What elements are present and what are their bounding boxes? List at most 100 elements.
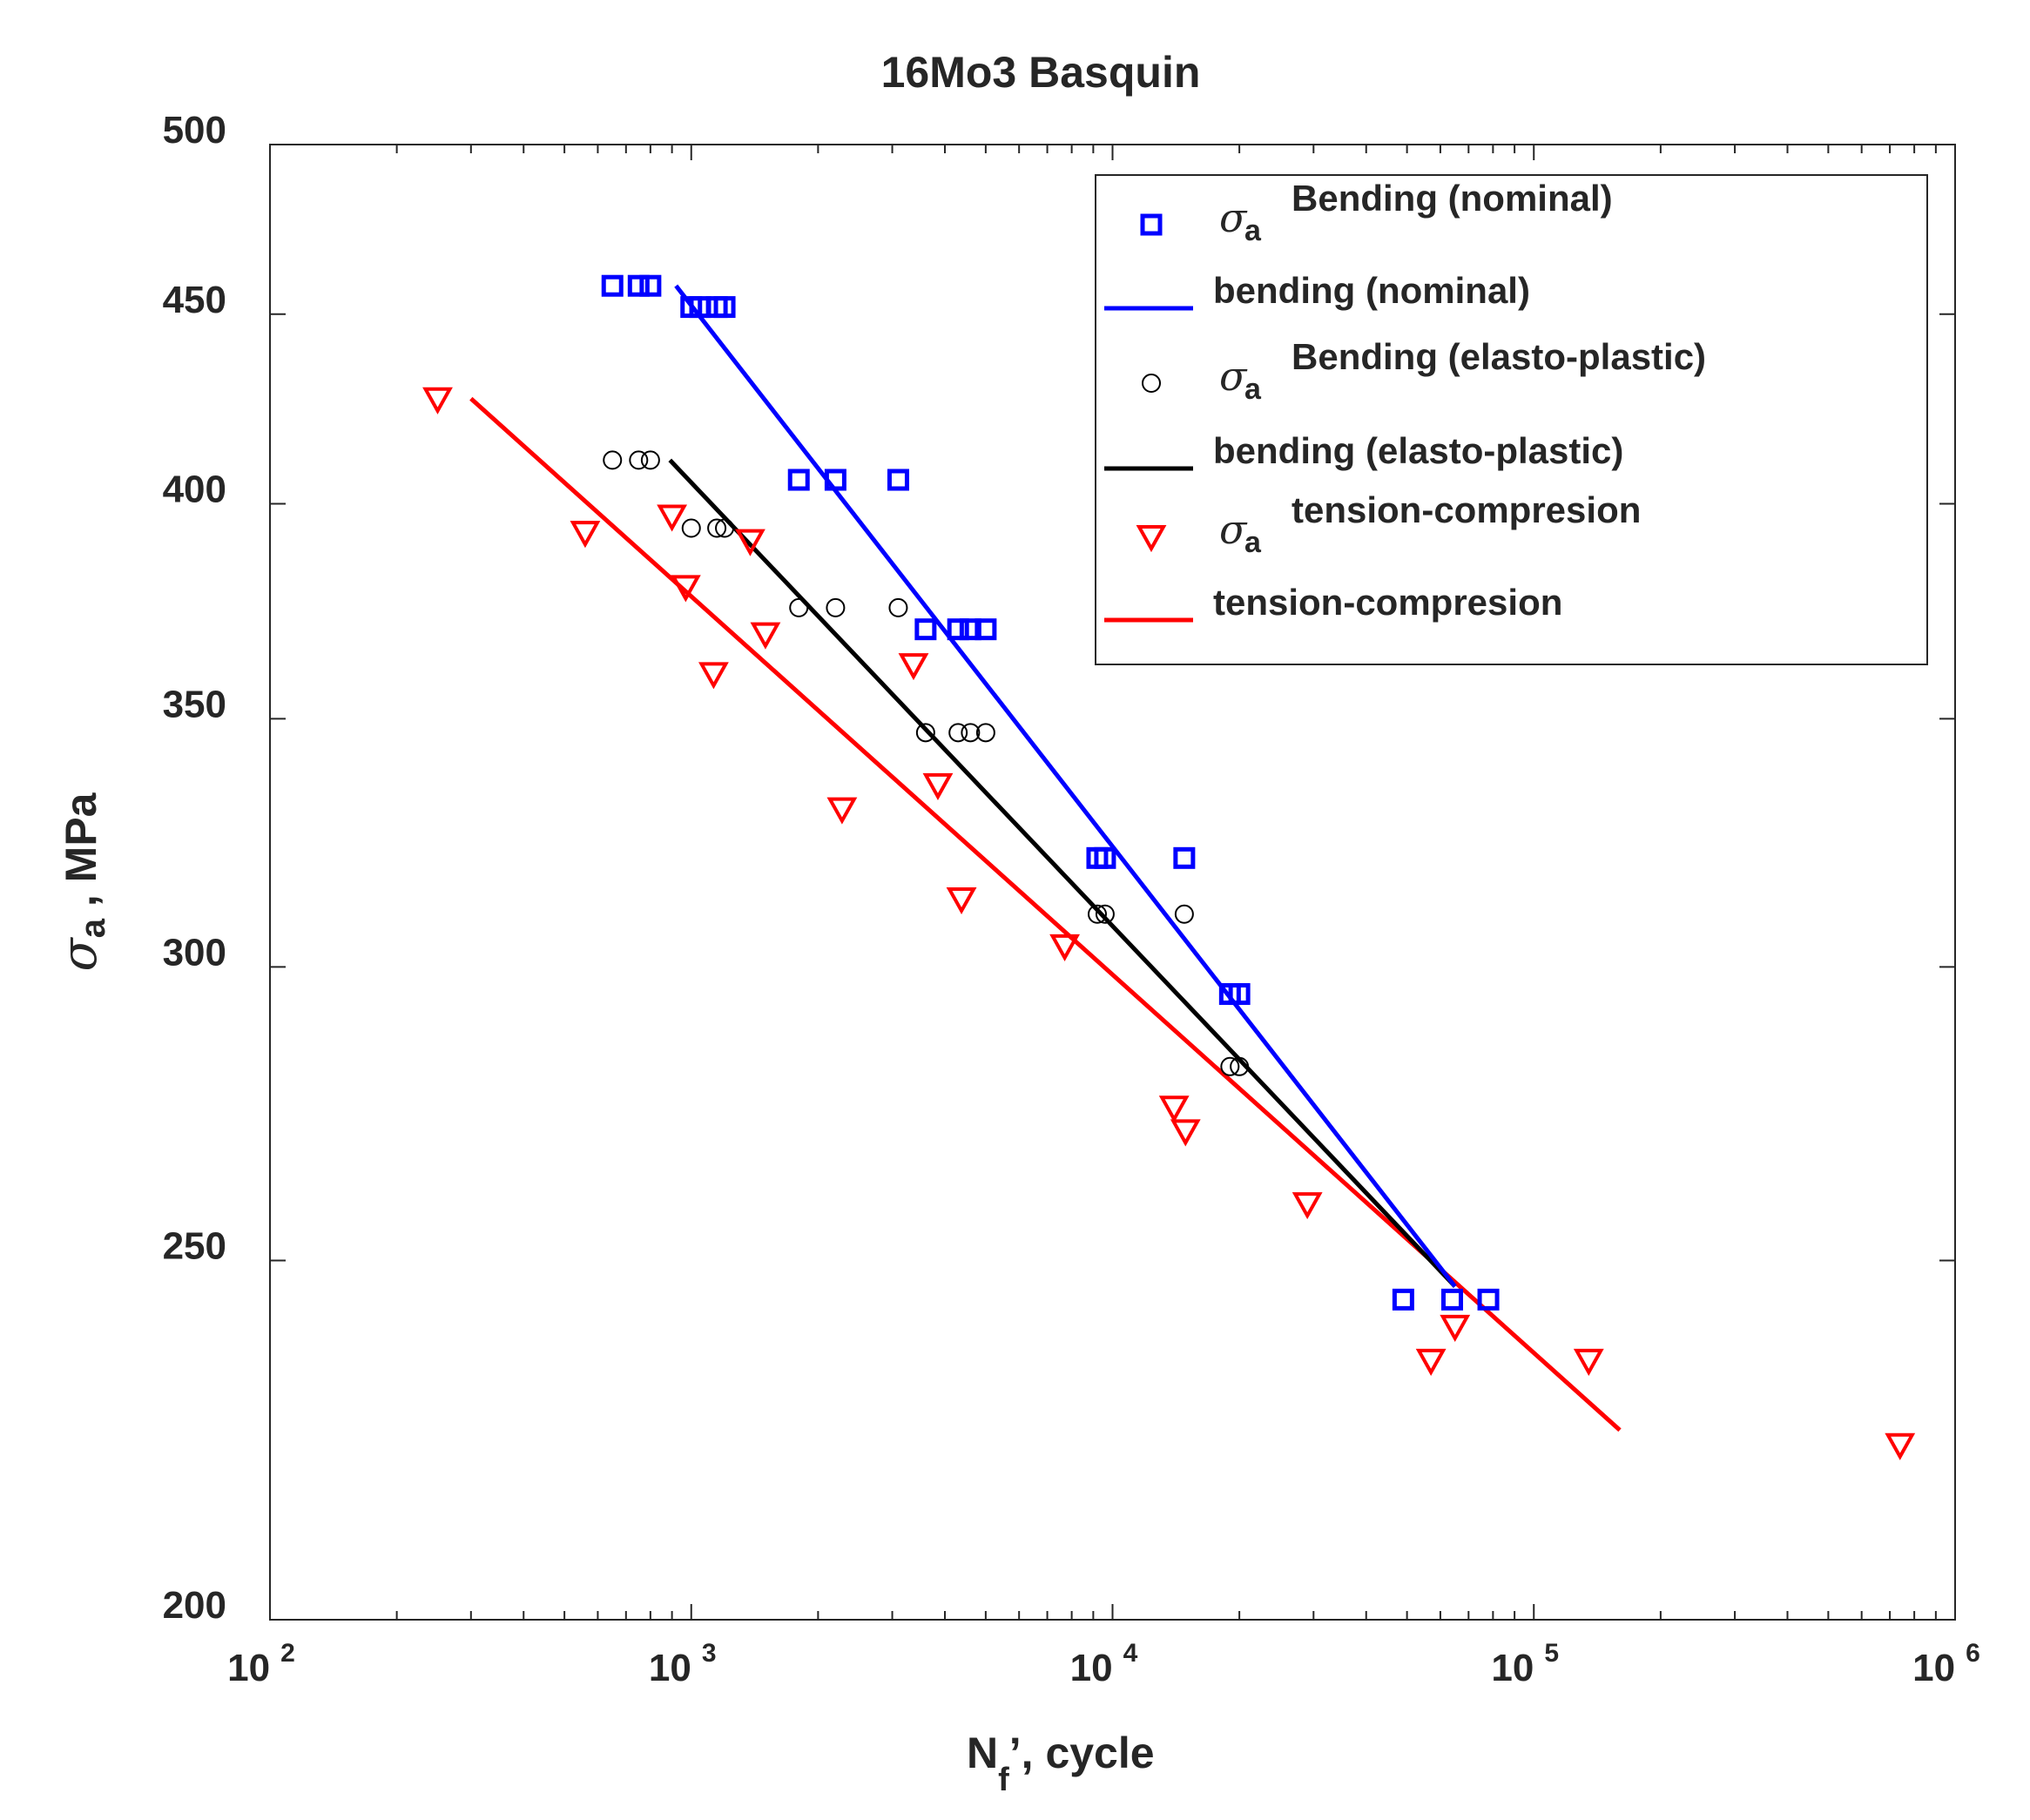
data-point-circle: [1087, 904, 1107, 924]
legend-subscript: a: [1244, 526, 1262, 559]
data-point-circle: [1095, 904, 1115, 924]
legend-sigma: σ: [1219, 194, 1248, 241]
data-point-square: [947, 618, 969, 641]
legend-subscript: a: [1244, 214, 1262, 247]
data-point-triangle-down: [898, 653, 929, 681]
y-tick-labels: 200 250 300 350 400 450 500: [163, 109, 226, 1627]
data-point-triangle-down: [1885, 1432, 1916, 1460]
legend-label: bending (elasto-plastic): [1213, 430, 1623, 471]
x-tick-base: 10: [1491, 1647, 1534, 1689]
data-point-square: [713, 296, 736, 319]
legend-label: Bending (elasto-plastic): [1292, 336, 1706, 377]
legend-label: tension-compresion: [1213, 582, 1562, 623]
data-point-circle: [948, 723, 968, 743]
data-point-triangle-down: [422, 387, 453, 415]
data-point-triangle-down: [1440, 1314, 1471, 1343]
legend-sigma: σ: [1219, 506, 1248, 553]
x-tick-label: 10 4: [1070, 1639, 1138, 1689]
y-tick-label: 350: [163, 683, 226, 725]
data-point-triangle-down: [826, 797, 858, 825]
data-point-circle: [707, 518, 727, 538]
data-point-circle: [640, 450, 660, 470]
x-tick-base: 10: [227, 1647, 270, 1689]
fit-line-bending-elasto-plastic-: [668, 458, 1457, 1289]
x-tick-label: 10 6: [1912, 1639, 1980, 1689]
data-point-circle: [603, 450, 623, 470]
data-point-triangle-down: [1415, 1348, 1447, 1376]
x-label-suffix: ’, cycle: [1009, 1729, 1155, 1777]
data-point-triangle-down: [946, 886, 977, 915]
data-point-triangle-down: [750, 622, 781, 650]
y-tick-label: 450: [163, 279, 226, 321]
data-point-square: [1173, 846, 1196, 869]
data-point-square: [639, 274, 662, 297]
legend-marker-icon: [1142, 374, 1161, 393]
data-point-triangle-down: [922, 772, 954, 800]
x-tick-exponent: 5: [1544, 1639, 1559, 1668]
legend-box: [1095, 174, 1928, 665]
data-point-triangle-down: [1158, 1095, 1190, 1123]
data-point-circle: [915, 723, 935, 743]
data-point-triangle-down: [1170, 1119, 1201, 1147]
y-tick-label: 200: [163, 1584, 226, 1627]
data-point-triangle-down: [735, 529, 765, 556]
data-point-circle: [681, 518, 701, 538]
data-point-square: [1094, 846, 1116, 869]
data-point-circle: [975, 723, 995, 743]
y-axis-label: σa , MPa: [51, 792, 112, 971]
data-point-square: [1228, 982, 1251, 1005]
plot-data: [422, 274, 1916, 1460]
legend-marker-icon: [1136, 525, 1167, 553]
data-point-square: [1440, 1288, 1463, 1311]
y-label-symbol: σ: [51, 936, 108, 971]
x-axis-label: Nf’, cycle: [967, 1729, 1155, 1798]
x-tick-base: 10: [1070, 1647, 1113, 1689]
x-tick-labels: 10 2 10 3 10 4 10 5 10 6: [227, 1639, 1980, 1689]
data-point-square: [627, 274, 650, 297]
data-point-square: [975, 618, 997, 641]
x-tick-exponent: 3: [702, 1639, 717, 1668]
data-point-circle: [1230, 1056, 1250, 1076]
data-point-square: [824, 468, 846, 491]
data-point-triangle-down: [698, 662, 729, 690]
data-point-triangle-down: [570, 521, 601, 549]
legend-sigma: σ: [1219, 353, 1248, 400]
data-point-square: [914, 618, 937, 641]
y-tick-label: 250: [163, 1224, 226, 1267]
data-point-triangle-down: [657, 504, 688, 532]
data-point-square: [1477, 1288, 1500, 1311]
y-tick-label: 400: [163, 468, 226, 511]
plot-area-frame: [269, 144, 1956, 1621]
legend-label: tension-compresion: [1292, 489, 1641, 530]
y-label-subscript: a: [74, 918, 112, 938]
legend-label: bending (nominal): [1213, 270, 1530, 311]
data-point-circle: [888, 597, 908, 617]
x-tick-label: 10 5: [1491, 1639, 1559, 1689]
y-tick-label: 300: [163, 931, 226, 974]
x-tick-exponent: 6: [1966, 1639, 1980, 1668]
x-tick-label: 10 2: [227, 1639, 295, 1689]
x-label-subscript: f: [998, 1762, 1009, 1798]
x-tick-exponent: 4: [1123, 1639, 1138, 1668]
data-point-square: [787, 468, 810, 491]
x-tick-base: 10: [649, 1647, 691, 1689]
legend-marker-icon: [1140, 213, 1163, 236]
data-point-circle: [826, 597, 846, 617]
legend-subscript: a: [1244, 373, 1262, 406]
x-tick-base: 10: [1912, 1647, 1955, 1689]
x-tick-exponent: 2: [280, 1639, 295, 1668]
x-tick-label: 10 3: [649, 1639, 717, 1689]
data-point-circle: [789, 597, 809, 617]
data-point-square: [1392, 1288, 1414, 1311]
y-tick-label: 500: [163, 109, 226, 152]
y-label-suffix: , MPa: [57, 792, 105, 919]
tick-marks: [270, 145, 1955, 1620]
data-point-triangle-down: [1292, 1192, 1323, 1220]
data-point-circle: [1174, 904, 1194, 924]
chart-title: 16Mo3 Basquin: [881, 48, 1201, 97]
data-point-circle: [629, 450, 649, 470]
data-point-triangle-down: [1573, 1348, 1604, 1376]
fit-line-bending-nominal-: [674, 284, 1457, 1288]
legend-label: Bending (nominal): [1292, 178, 1613, 219]
